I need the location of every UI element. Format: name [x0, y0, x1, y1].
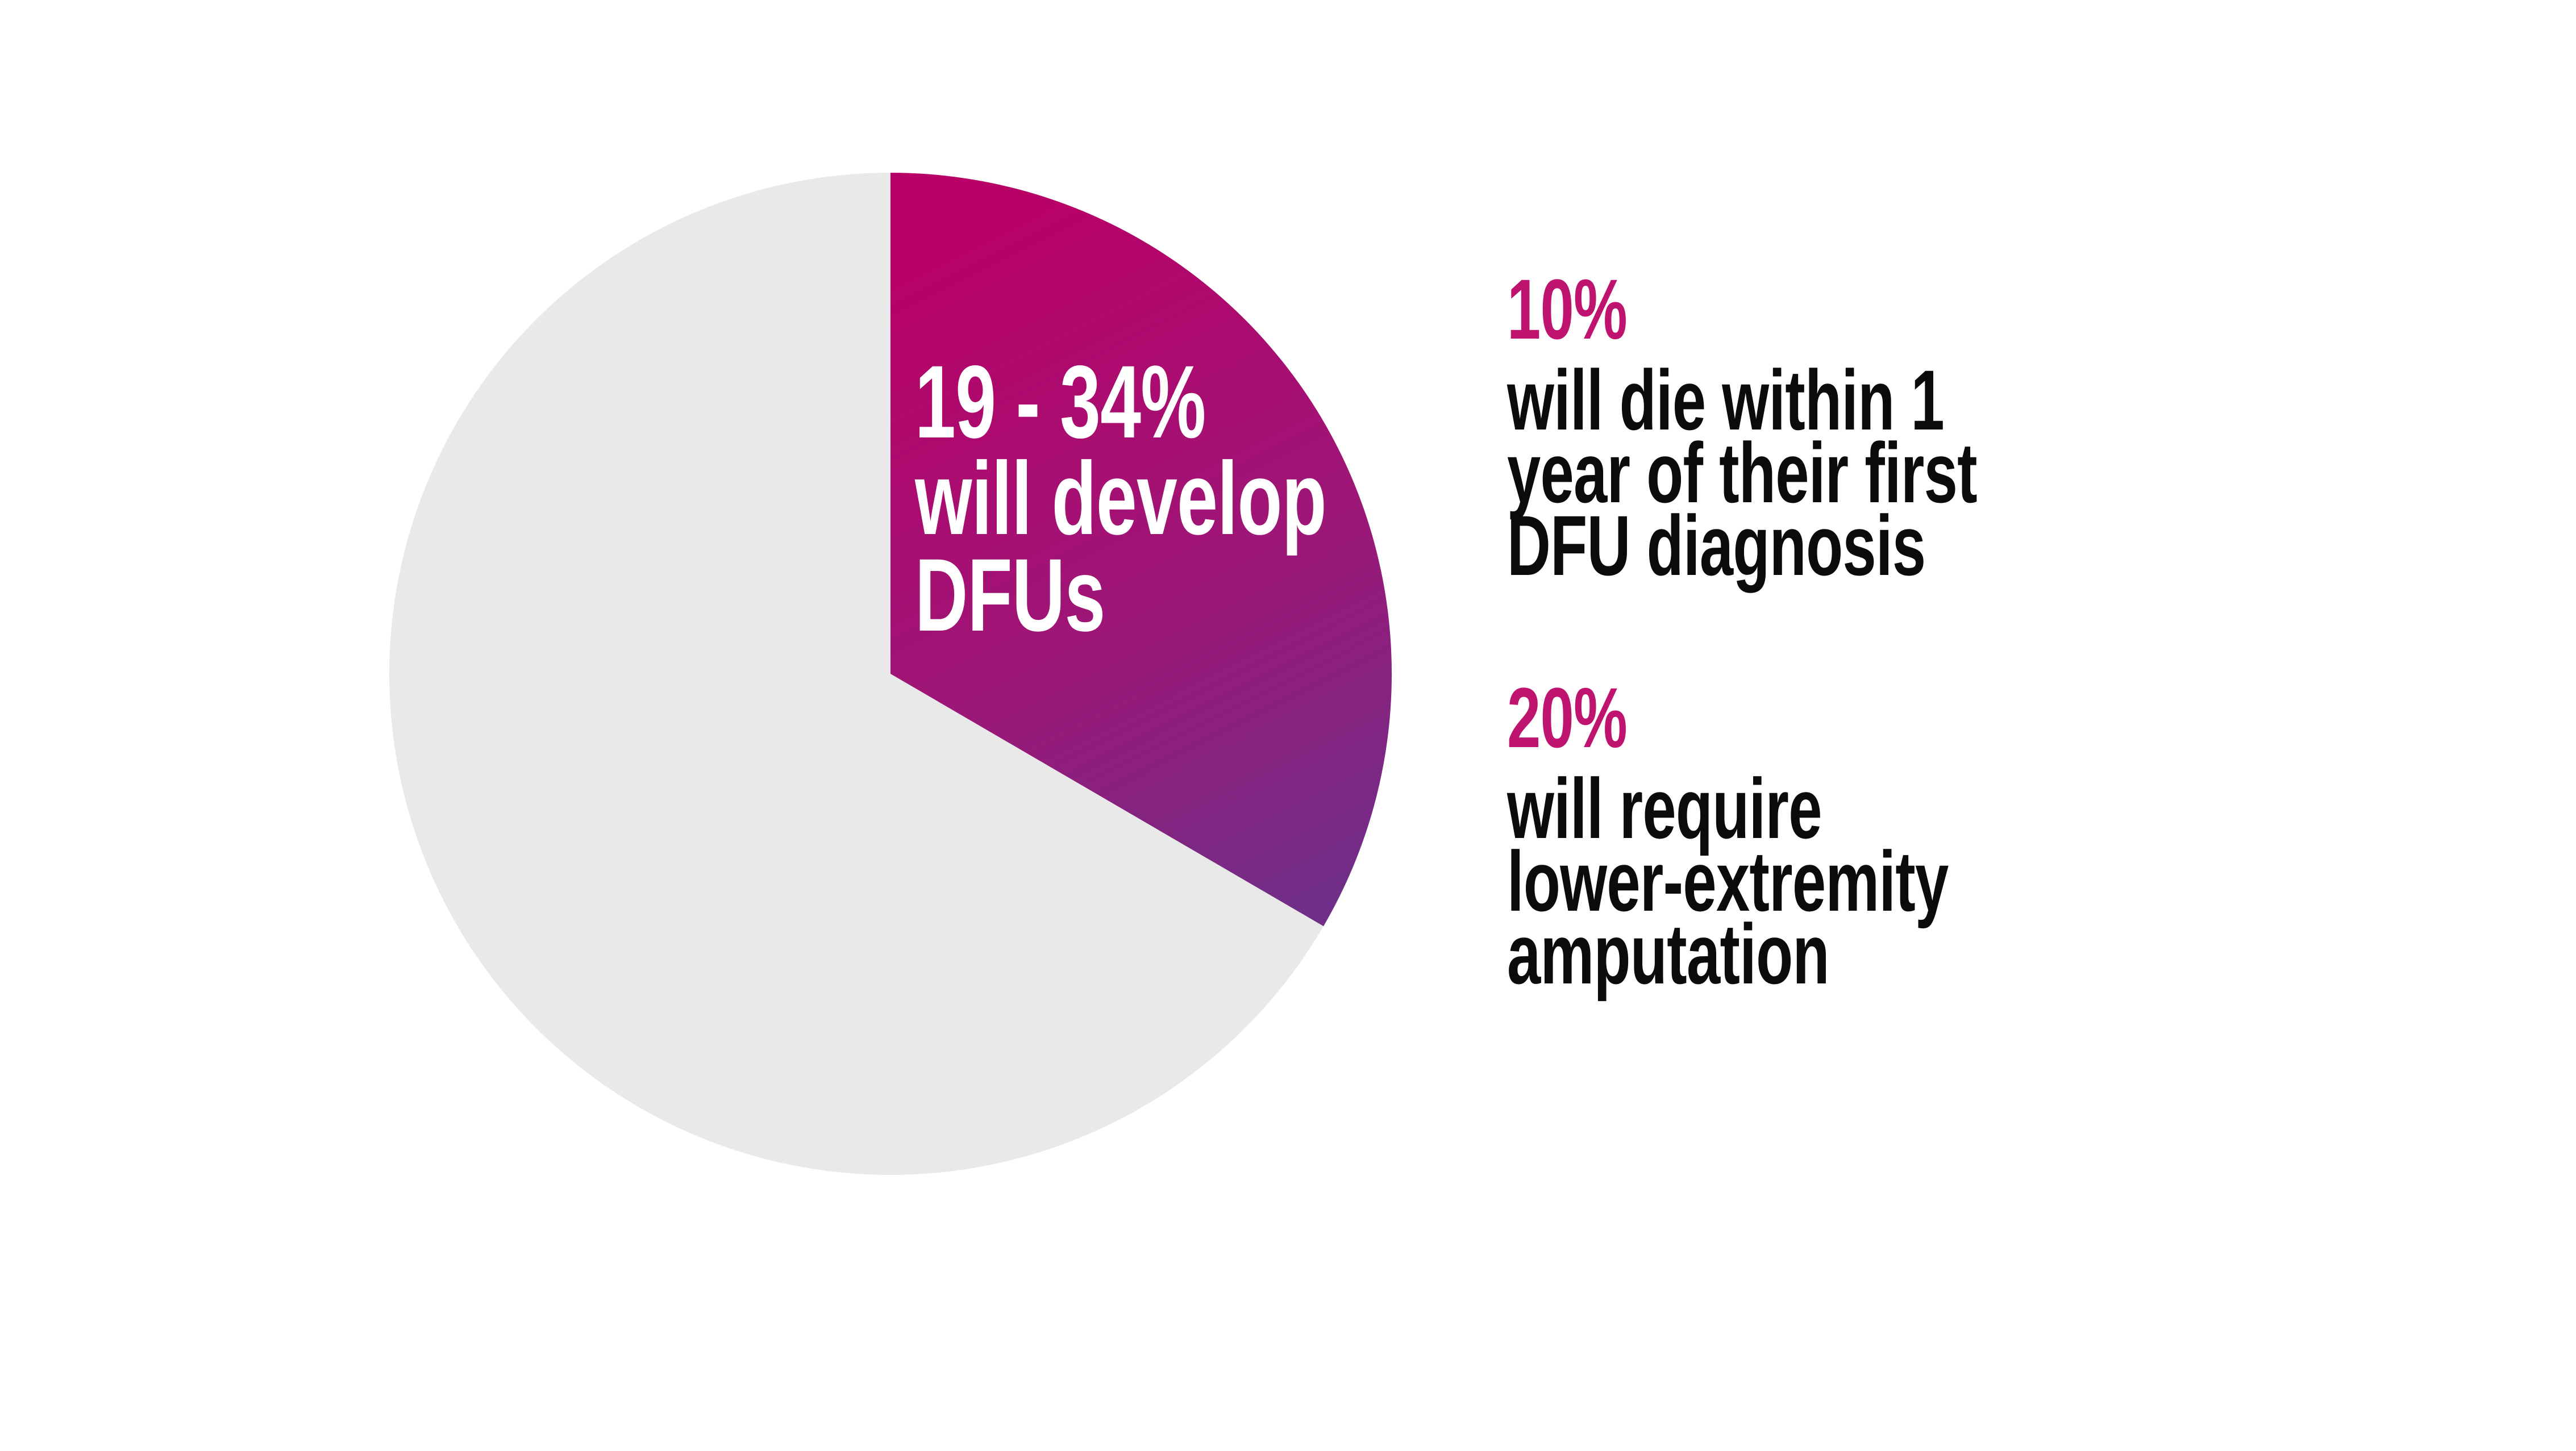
stat-text-line: amputation: [1507, 906, 1830, 1002]
stat-block-amputation: 20% will require lower-extremity amputat…: [1507, 670, 2072, 1002]
pie-slice-label-range: 19 - 34%: [915, 344, 1206, 460]
pie-slice-label: 19 - 34% will develop DFUs: [915, 344, 1327, 653]
stat-value-mortality: 10%: [1507, 261, 1628, 357]
stat-text-line: DFU diagnosis: [1507, 498, 1926, 593]
stat-text-line: will require: [1507, 761, 1822, 856]
stat-text-line: will die within 1: [1507, 352, 1945, 448]
stat-text-line: lower-extremity: [1507, 833, 1949, 929]
pie-slice-label-line: DFUs: [915, 537, 1105, 653]
pie-slice-label-line: will develop: [915, 440, 1327, 556]
pie-slice-dfu: [890, 172, 1392, 927]
stat-block-mortality: 10% will die within 1 year of their firs…: [1507, 261, 2072, 593]
stat-value-amputation: 20%: [1507, 670, 1628, 765]
stat-text-line: year of their first: [1507, 425, 1978, 520]
